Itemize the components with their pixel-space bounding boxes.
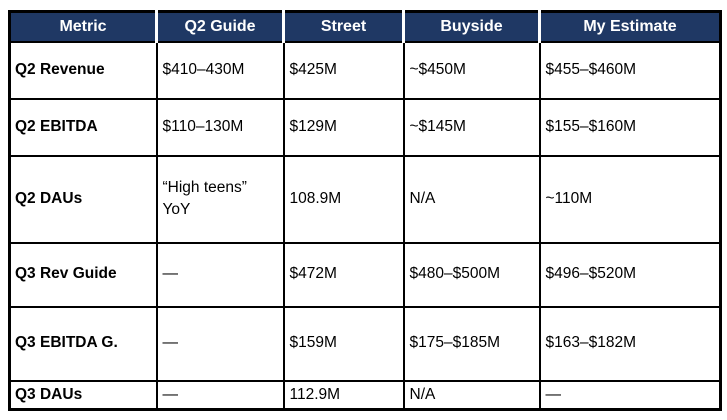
table-row-q2-revenue: Q2 Revenue $410–430M $425M ~$450M $455–$… [8,40,722,100]
value-cell-my-estimate: $163–$182M [538,305,722,382]
value-cell-street: 108.9M [282,154,405,244]
value-cell-q2-guide: — [155,241,285,308]
value-cell-q2-guide: “High teens” YoY [155,154,285,244]
col-header-q2-guide: Q2 Guide [155,11,285,43]
value-cell-my-estimate: ~110M [538,154,722,244]
metric-cell: Q2 EBITDA [8,97,158,157]
metric-cell: Q2 DAUs [8,154,158,244]
value-cell-buyside: $175–$185M [402,305,541,382]
metric-cell: Q3 DAUs [8,379,158,411]
estimates-table: Metric Q2 Guide Street Buyside My Estima… [8,10,722,411]
table-row-q2-ebitda: Q2 EBITDA $110–130M $129M ~$145M $155–$1… [8,97,722,157]
table-row-q3-ebitda-guide: Q3 EBITDA G. — $159M $175–$185M $163–$18… [8,305,722,382]
value-cell-my-estimate: — [538,379,722,411]
header-row: Metric Q2 Guide Street Buyside My Estima… [8,11,722,43]
col-header-street: Street [282,11,405,43]
metric-cell: Q3 EBITDA G. [8,305,158,382]
value-cell-q2-guide: $110–130M [155,97,285,157]
value-cell-my-estimate: $496–$520M [538,241,722,308]
col-header-metric: Metric [8,11,158,43]
value-cell-street: 112.9M [282,379,405,411]
value-cell-street: $472M [282,241,405,308]
value-cell-buyside: $480–$500M [402,241,541,308]
value-cell-my-estimate: $455–$460M [538,40,722,100]
table-row-q2-daus: Q2 DAUs “High teens” YoY 108.9M N/A ~110… [8,154,722,244]
value-cell-buyside: N/A [402,379,541,411]
table-row-q3-rev-guide: Q3 Rev Guide — $472M $480–$500M $496–$52… [8,241,722,308]
metric-cell: Q3 Rev Guide [8,241,158,308]
value-cell-buyside: N/A [402,154,541,244]
value-cell-q2-guide: — [155,379,285,411]
col-header-buyside: Buyside [402,11,541,43]
value-cell-street: $129M [282,97,405,157]
table-row-q3-daus: Q3 DAUs — 112.9M N/A — [8,379,722,411]
col-header-my-estimate: My Estimate [538,11,722,43]
metric-cell: Q2 Revenue [8,40,158,100]
value-cell-q2-guide: — [155,305,285,382]
value-cell-buyside: ~$145M [402,97,541,157]
value-cell-my-estimate: $155–$160M [538,97,722,157]
value-cell-buyside: ~$450M [402,40,541,100]
value-cell-q2-guide: $410–430M [155,40,285,100]
value-cell-street: $425M [282,40,405,100]
value-cell-street: $159M [282,305,405,382]
